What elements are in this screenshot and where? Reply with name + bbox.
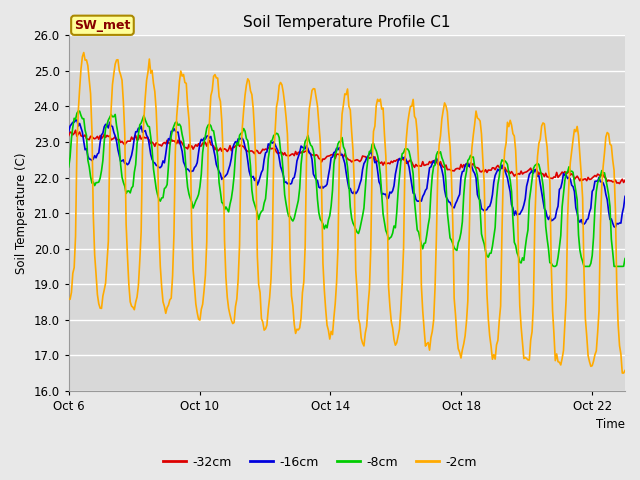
X-axis label: Time: Time	[596, 419, 625, 432]
Text: SW_met: SW_met	[74, 19, 131, 32]
Y-axis label: Soil Temperature (C): Soil Temperature (C)	[15, 152, 28, 274]
Title: Soil Temperature Profile C1: Soil Temperature Profile C1	[243, 15, 451, 30]
Legend: -32cm, -16cm, -8cm, -2cm: -32cm, -16cm, -8cm, -2cm	[159, 451, 481, 474]
